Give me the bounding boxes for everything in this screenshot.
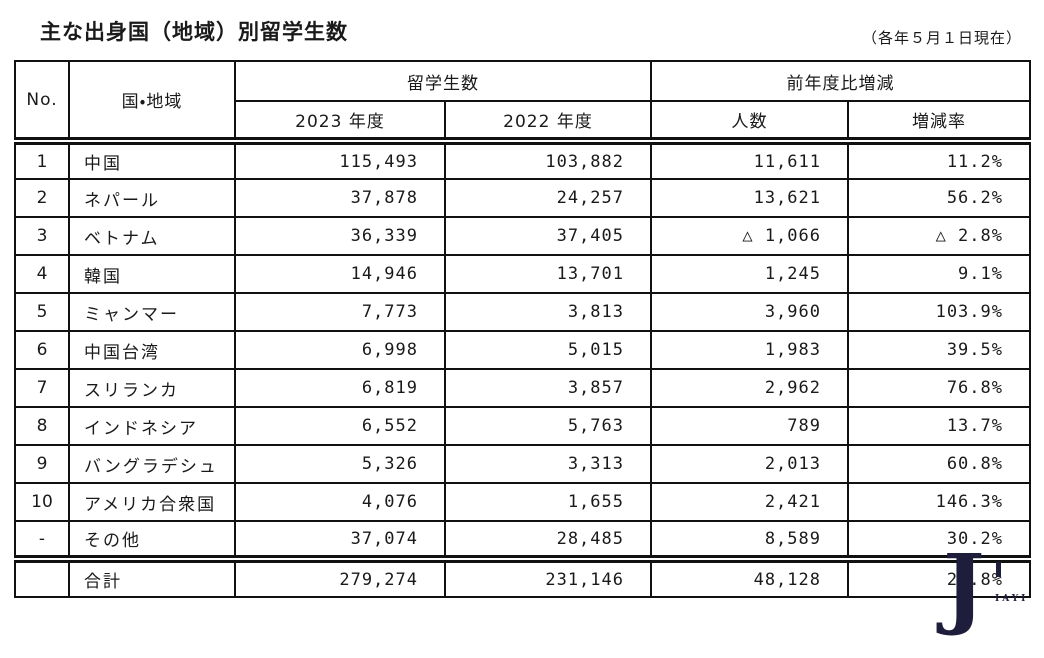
- header-row-sub: 2023 年度 2022 年度 人数 増減率: [15, 100, 1031, 142]
- cell-2023: 115,493: [234, 137, 446, 180]
- header-change-group: 前年度比増減: [650, 60, 1031, 102]
- cell-rate: 13.7%: [847, 406, 1031, 446]
- cell-2022: 103,882: [444, 137, 652, 180]
- header-no: No.: [14, 60, 70, 142]
- cell-country: 中国台湾: [68, 330, 236, 370]
- cell-no: 1: [14, 137, 70, 180]
- cell-country: ネパール: [68, 178, 236, 218]
- cell-rate: 30.2%: [847, 520, 1031, 560]
- cell-rate: 39.5%: [847, 330, 1031, 370]
- cell-2022: 28,485: [444, 520, 652, 560]
- cell-country: インドネシア: [68, 406, 236, 446]
- table-row: 8 インドネシア 6,552 5,763 789 13.7%: [14, 406, 1031, 446]
- cell-rate: 11.2%: [847, 137, 1031, 180]
- cell-diff: 48,128: [650, 555, 849, 598]
- header-2022: 2022 年度: [444, 100, 652, 142]
- cell-2023: 6,552: [234, 406, 446, 446]
- cell-2023: 7,773: [234, 292, 446, 332]
- cell-diff: 1,983: [650, 330, 849, 370]
- cell-rate: 60.8%: [847, 444, 1031, 484]
- table-row: 4 韓国 14,946 13,701 1,245 9.1%: [14, 254, 1031, 294]
- table-total-row: 合計 279,274 231,146 48,128 20.8%: [14, 555, 1031, 598]
- cell-2022: 3,313: [444, 444, 652, 484]
- cell-2022: 5,763: [444, 406, 652, 446]
- cell-no: 5: [14, 292, 70, 332]
- cell-diff: 8,589: [650, 520, 849, 560]
- cell-2022: 13,701: [444, 254, 652, 294]
- cell-no: 8: [14, 406, 70, 446]
- cell-country: バングラデシュ: [68, 444, 236, 484]
- table-row: 1 中国 115,493 103,882 11,611 11.2%: [14, 137, 1031, 180]
- cell-2022: 3,813: [444, 292, 652, 332]
- cell-rate: 20.8%: [847, 555, 1031, 598]
- students-table: No. 国・地域 留学生数 前年度比増減 2023 年度 2022 年度 人数 …: [14, 60, 1031, 598]
- header-change-count: 人数: [650, 100, 849, 142]
- cell-no: 7: [14, 368, 70, 408]
- table-row: 2 ネパール 37,878 24,257 13,621 56.2%: [14, 178, 1031, 218]
- cell-2023: 37,878: [234, 178, 446, 218]
- cell-2023: 14,946: [234, 254, 446, 294]
- cell-diff: 13,621: [650, 178, 849, 218]
- cell-no: 4: [14, 254, 70, 294]
- table-row: 9 バングラデシュ 5,326 3,313 2,013 60.8%: [14, 444, 1031, 484]
- cell-2023: 6,998: [234, 330, 446, 370]
- cell-no: 9: [14, 444, 70, 484]
- cell-diff: 2,421: [650, 482, 849, 522]
- cell-country: 韓国: [68, 254, 236, 294]
- cell-2023: 36,339: [234, 216, 446, 256]
- cell-2022: 1,655: [444, 482, 652, 522]
- header-students-group: 留学生数: [234, 60, 652, 102]
- cell-2023: 37,074: [234, 520, 446, 560]
- cell-2023: 5,326: [234, 444, 446, 484]
- cell-rate: 56.2%: [847, 178, 1031, 218]
- cell-2023: 6,819: [234, 368, 446, 408]
- total-label: 合計: [68, 555, 236, 598]
- cell-country: スリランカ: [68, 368, 236, 408]
- cell-no: 3: [14, 216, 70, 256]
- cell-country: 中国: [68, 137, 236, 180]
- header-country: 国・地域: [68, 60, 236, 142]
- cell-rate: 146.3%: [847, 482, 1031, 522]
- header-2023: 2023 年度: [234, 100, 446, 142]
- cell-no: -: [14, 520, 70, 560]
- cell-diff: 789: [650, 406, 849, 446]
- cell-rate: △ 2.8%: [847, 216, 1031, 256]
- cell-2022: 24,257: [444, 178, 652, 218]
- cell-rate: 9.1%: [847, 254, 1031, 294]
- cell-2023: 4,076: [234, 482, 446, 522]
- table-row: 5 ミャンマー 7,773 3,813 3,960 103.9%: [14, 292, 1031, 332]
- cell-no: 10: [14, 482, 70, 522]
- cell-2023: 279,274: [234, 555, 446, 598]
- cell-2022: 37,405: [444, 216, 652, 256]
- cell-diff: 2,013: [650, 444, 849, 484]
- table-row: 3 ベトナム 36,339 37,405 △ 1,066 △ 2.8%: [14, 216, 1031, 256]
- table-row: 7 スリランカ 6,819 3,857 2,962 76.8%: [14, 368, 1031, 408]
- cell-country: アメリカ合衆国: [68, 482, 236, 522]
- cell-country: ベトナム: [68, 216, 236, 256]
- cell-no: 2: [14, 178, 70, 218]
- cell-2022: 231,146: [444, 555, 652, 598]
- cell-diff: △ 1,066: [650, 216, 849, 256]
- cell-2022: 5,015: [444, 330, 652, 370]
- header-change-rate: 増減率: [847, 100, 1031, 142]
- cell-rate: 103.9%: [847, 292, 1031, 332]
- cell-diff: 3,960: [650, 292, 849, 332]
- table-row: 10 アメリカ合衆国 4,076 1,655 2,421 146.3%: [14, 482, 1031, 522]
- cell-2022: 3,857: [444, 368, 652, 408]
- header-row-groups: No. 国・地域 留学生数 前年度比増減: [14, 60, 1031, 142]
- cell-country: その他: [68, 520, 236, 560]
- cell-diff: 11,611: [650, 137, 849, 180]
- cell-no: 6: [14, 330, 70, 370]
- cell-country: ミャンマー: [68, 292, 236, 332]
- cell-no: [14, 555, 70, 598]
- cell-diff: 2,962: [650, 368, 849, 408]
- table-row: - その他 37,074 28,485 8,589 30.2%: [14, 520, 1031, 560]
- table-row: 6 中国台湾 6,998 5,015 1,983 39.5%: [14, 330, 1031, 370]
- page-title: 主な出身国（地域）別留学生数: [40, 20, 348, 44]
- cell-diff: 1,245: [650, 254, 849, 294]
- date-note: （各年５月１日現在）: [861, 29, 1022, 47]
- cell-rate: 76.8%: [847, 368, 1031, 408]
